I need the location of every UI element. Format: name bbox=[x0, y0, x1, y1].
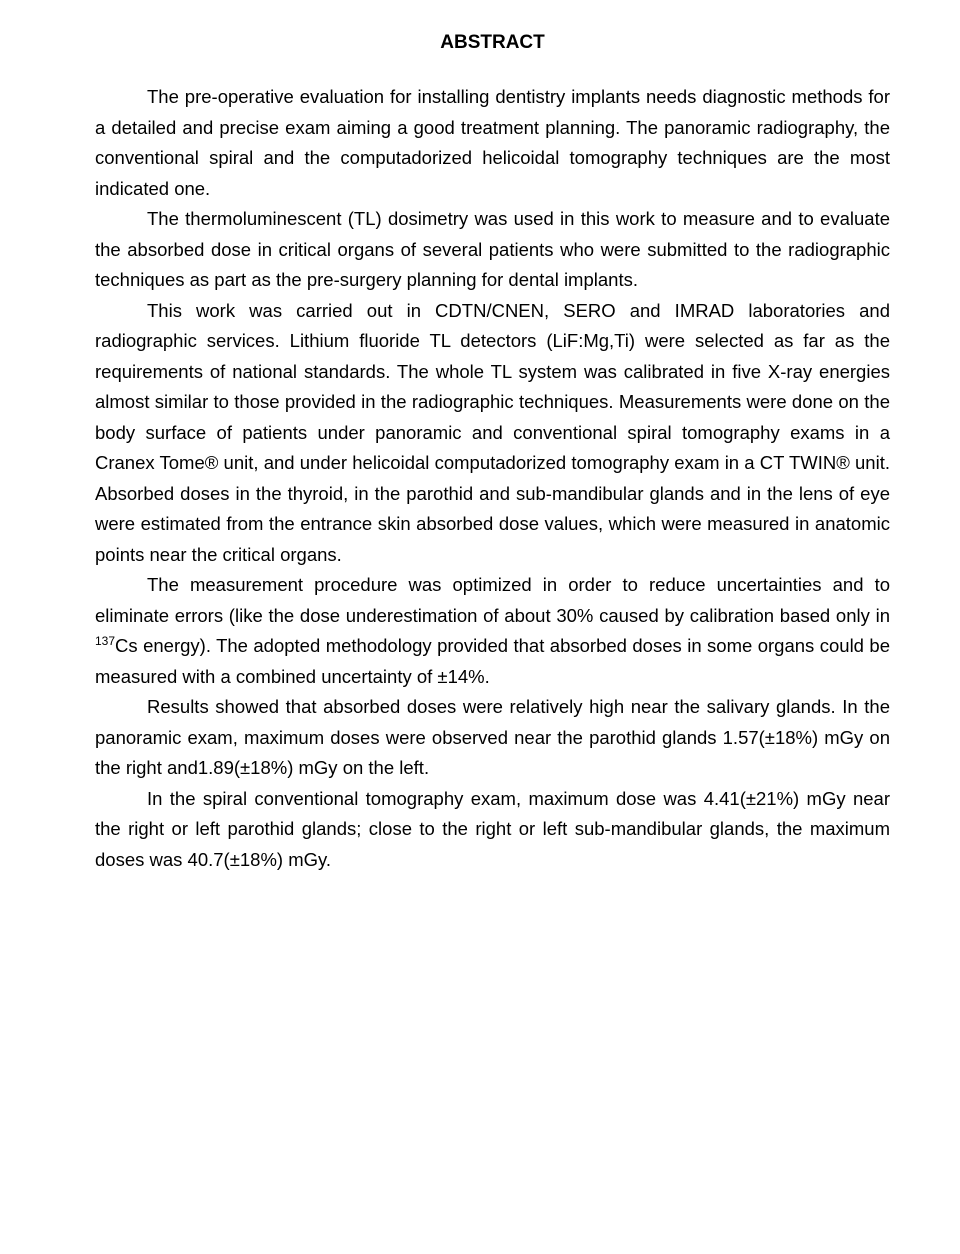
cs-isotope-superscript: 137 bbox=[95, 634, 115, 648]
abstract-paragraph-6: In the spiral conventional tomography ex… bbox=[95, 784, 890, 876]
abstract-paragraph-2: The thermoluminescent (TL) dosimetry was… bbox=[95, 204, 890, 296]
p4-text-after-sup: Cs energy). The adopted methodology prov… bbox=[95, 635, 890, 687]
abstract-paragraph-4: The measurement procedure was optimized … bbox=[95, 570, 890, 692]
p4-text-before-sup: The measurement procedure was optimized … bbox=[95, 574, 890, 626]
abstract-title: ABSTRACT bbox=[95, 32, 890, 54]
abstract-paragraph-1: The pre-operative evaluation for install… bbox=[95, 82, 890, 204]
abstract-paragraph-5: Results showed that absorbed doses were … bbox=[95, 692, 890, 784]
abstract-paragraph-3: This work was carried out in CDTN/CNEN, … bbox=[95, 296, 890, 571]
